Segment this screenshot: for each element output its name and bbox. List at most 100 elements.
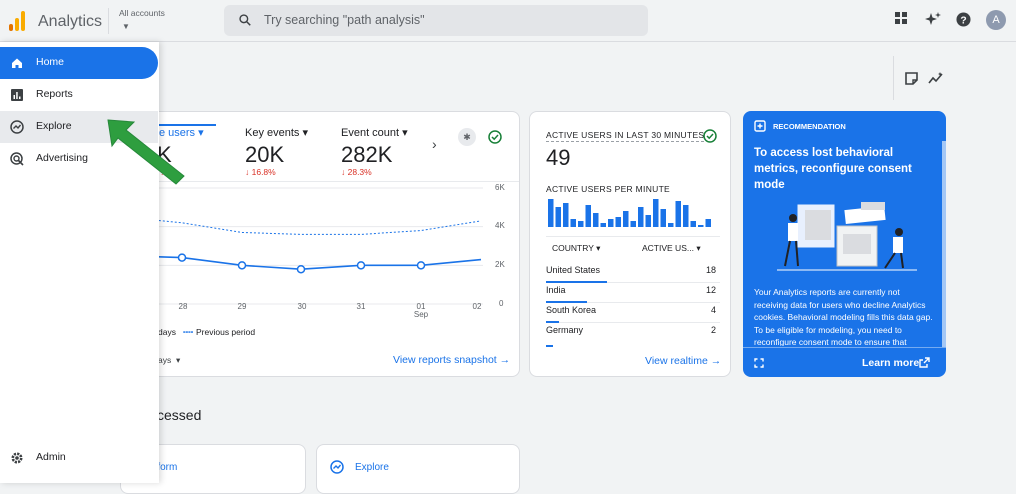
sidebar-item-admin[interactable]: Admin — [0, 442, 158, 474]
metric-tab-active-users[interactable]: ive users ▾ — [151, 127, 204, 139]
page-actions — [893, 56, 943, 100]
home-icon — [12, 58, 22, 68]
per-minute-bar[interactable] — [615, 217, 622, 227]
per-minute-bar[interactable] — [653, 199, 659, 227]
app-title[interactable]: Analytics — [38, 13, 103, 30]
per-minute-bar[interactable] — [698, 225, 704, 227]
per-minute-bar[interactable] — [660, 209, 667, 227]
metric-delta: ↓ 28.3% — [341, 167, 372, 177]
realtime-value: 49 — [546, 145, 571, 170]
country-column-header[interactable]: COUNTRY ▾ — [552, 243, 601, 253]
metric-delta: ↓ 16.8% — [245, 167, 276, 177]
per-minute-bar[interactable] — [638, 207, 644, 227]
data-point[interactable] — [177, 253, 187, 262]
overview-card: ive users ▾ K .8% Key events ▾ 20K ↓ 16.… — [120, 111, 520, 377]
legend-dash-icon: ╍╍ — [183, 327, 194, 337]
insights-icon[interactable] — [928, 71, 944, 85]
advertising-icon — [10, 152, 24, 166]
sidebar-item-label: Explore — [36, 120, 72, 132]
table-row[interactable]: South Korea 4 — [546, 303, 720, 323]
per-minute-bar[interactable] — [600, 223, 607, 227]
divider — [546, 236, 720, 237]
learn-more-link[interactable]: Learn more — [862, 357, 920, 369]
country-name: Germany — [546, 325, 584, 335]
table-row[interactable]: India 12 — [546, 283, 720, 303]
sidebar-item-label: Home — [36, 56, 65, 68]
country-name: South Korea — [546, 305, 597, 315]
open-in-new-icon[interactable] — [919, 357, 930, 368]
sidebar-nav: Home Reports Explore Advertising Admin — [0, 42, 159, 483]
share-bar — [546, 301, 587, 303]
per-minute-bar[interactable] — [570, 219, 577, 227]
scrollbar[interactable] — [942, 141, 946, 347]
per-minute-bar[interactable] — [705, 219, 712, 227]
fullscreen-icon[interactable] — [754, 358, 764, 368]
legend-previous: Previous period — [196, 327, 256, 337]
metric-tab-key-events[interactable]: Key events ▾ — [245, 127, 308, 139]
view-realtime-link[interactable]: View realtime → — [645, 355, 722, 367]
per-minute-bar[interactable] — [623, 211, 629, 227]
table-row[interactable]: Germany 2 — [546, 323, 720, 347]
realtime-title: ACTIVE USERS IN LAST 30 MINUTES — [546, 130, 705, 142]
per-minute-bar[interactable] — [578, 221, 584, 227]
recommendation-card: RECOMMENDATION To access lost behavioral… — [743, 111, 946, 377]
per-minute-bar[interactable] — [585, 205, 592, 227]
sidebar-item-home[interactable]: Home — [0, 47, 158, 79]
country-name: India — [546, 285, 566, 295]
account-selector-label[interactable]: All accounts — [119, 8, 165, 18]
x-tick: 01 — [416, 302, 426, 311]
metric-label: ive users — [151, 127, 196, 139]
sidebar-item-label: Reports — [36, 88, 73, 100]
annotation-arrow-icon — [107, 119, 185, 185]
data-point[interactable] — [296, 264, 306, 274]
avatar[interactable]: A — [986, 10, 1006, 30]
recommendation-header: RECOMMENDATION — [773, 122, 846, 131]
help-icon[interactable]: ? — [956, 12, 971, 27]
bug-icon[interactable]: ✱ — [458, 128, 476, 146]
per-minute-bar[interactable] — [675, 201, 682, 227]
country-value: 18 — [705, 265, 716, 275]
recent-card[interactable]: Explore — [316, 444, 520, 494]
y-tick: 4K — [495, 221, 505, 230]
per-minute-bar[interactable] — [608, 219, 614, 227]
per-minute-bar[interactable] — [555, 207, 562, 227]
share-bar — [546, 281, 607, 283]
chevron-right-icon[interactable]: › — [432, 136, 437, 152]
sparkle-icon[interactable] — [925, 11, 941, 27]
recent-card-title: Explore — [355, 462, 389, 473]
recommendation-title: To access lost behavioral metrics, recon… — [754, 147, 912, 191]
sticky-note-icon[interactable] — [905, 72, 918, 85]
search-icon — [239, 14, 251, 26]
country-name: United States — [546, 265, 601, 275]
share-bar — [546, 321, 559, 323]
chevron-down-icon[interactable]: ▼ — [122, 22, 130, 31]
metric-tab-event-count[interactable]: Event count ▾ — [341, 127, 408, 139]
active-users-column-header[interactable]: ACTIVE US... ▾ — [642, 243, 701, 253]
sidebar-item-label: Admin — [36, 451, 66, 463]
per-minute-bar[interactable] — [690, 221, 697, 227]
data-point[interactable] — [356, 261, 366, 270]
sidebar-item-reports[interactable]: Reports — [0, 79, 158, 111]
analytics-logo-icon[interactable] — [9, 11, 27, 31]
per-minute-bar[interactable] — [563, 203, 569, 227]
search-placeholder: Try searching "path analysis" — [264, 13, 425, 27]
search-box[interactable]: Try searching "path analysis" — [224, 5, 648, 36]
per-minute-bar[interactable] — [683, 205, 689, 227]
per-minute-bar[interactable] — [548, 199, 554, 227]
sidebar-item-advertising[interactable]: Advertising — [0, 143, 158, 175]
per-minute-bar[interactable] — [630, 221, 637, 227]
per-minute-bar[interactable] — [668, 223, 674, 227]
line-chart — [121, 187, 483, 305]
legend-current: days — [158, 327, 176, 337]
apps-grid-icon[interactable] — [894, 11, 908, 25]
per-minute-bar[interactable] — [593, 213, 599, 227]
link-label: View reports snapshot — [393, 354, 497, 366]
y-tick: 0 — [499, 299, 504, 308]
data-point[interactable] — [416, 261, 426, 270]
view-reports-snapshot-link[interactable]: View reports snapshot → — [393, 354, 511, 366]
check-circle-icon — [488, 130, 502, 144]
per-minute-bar[interactable] — [645, 215, 652, 227]
table-row[interactable]: United States 18 — [546, 263, 720, 283]
data-point[interactable] — [237, 261, 247, 270]
date-range-selector[interactable]: ays ▾ — [158, 355, 181, 365]
